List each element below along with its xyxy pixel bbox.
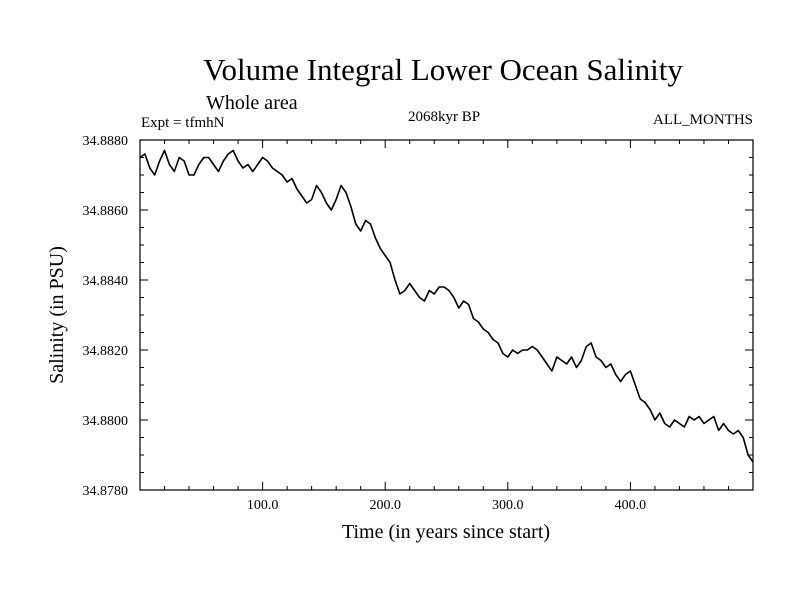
months-label: ALL_MONTHS — [653, 112, 753, 128]
y-tick-label: 34.8840 — [83, 274, 129, 289]
y-tick-label: 34.8780 — [83, 484, 129, 499]
y-tick-label: 34.8820 — [83, 344, 129, 359]
salinity-series-line — [139, 149, 754, 463]
period-label: 2068kyr BP — [408, 109, 480, 125]
y-tick-label: 34.8860 — [83, 204, 129, 219]
y-axis-label: Salinity (in PSU) — [46, 246, 68, 384]
experiment-label: Expt = tfmhN — [141, 115, 225, 131]
y-tick-label: 34.8800 — [83, 414, 129, 429]
x-tick-label: 200.0 — [369, 498, 401, 513]
y-tick-label: 34.8880 — [83, 134, 129, 149]
chart-subtitle: Whole area — [206, 92, 298, 114]
chart-title: Volume Integral Lower Ocean Salinity — [203, 52, 683, 87]
x-tick-label: 400.0 — [615, 498, 647, 513]
x-tick-label: 300.0 — [492, 498, 524, 513]
x-axis-label: Time (in years since start) — [342, 521, 550, 543]
x-tick-label: 100.0 — [247, 498, 279, 513]
plot-frame — [139, 139, 754, 491]
